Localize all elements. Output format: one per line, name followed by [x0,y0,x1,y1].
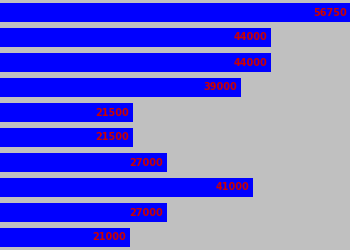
Bar [0,153,167,172]
Text: 41000: 41000 [216,182,249,192]
Bar [0,103,133,122]
Bar [0,53,271,72]
Text: 27000: 27000 [129,158,163,168]
Text: 56750: 56750 [313,8,346,18]
Bar [0,78,240,97]
Bar [0,178,253,197]
Text: 44000: 44000 [234,32,268,42]
Text: 21500: 21500 [95,132,129,142]
Bar [0,128,133,147]
Text: 21500: 21500 [95,108,129,118]
Bar [0,203,167,222]
Text: 21000: 21000 [92,232,126,242]
Bar [0,228,130,247]
Text: 44000: 44000 [234,58,268,68]
Bar [0,28,271,47]
Text: 39000: 39000 [203,82,237,92]
Bar [0,3,350,22]
Text: 27000: 27000 [129,208,163,218]
